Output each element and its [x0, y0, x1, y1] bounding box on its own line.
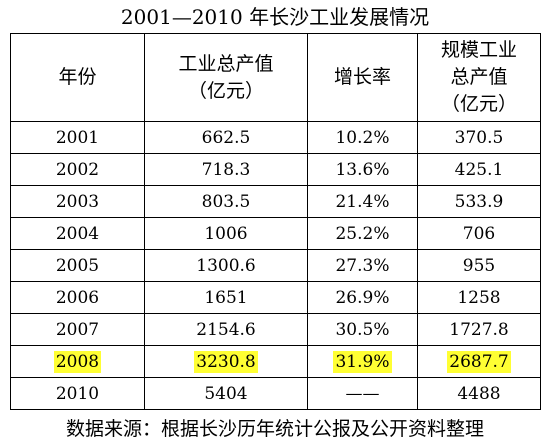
cell-scale-output: 1727.8 — [417, 313, 541, 346]
cell-output-text: 5404 — [204, 383, 248, 404]
cell-scale-output: 706 — [417, 217, 541, 250]
cell-growth: 13.6% — [307, 153, 418, 186]
cell-year-text: 2006 — [55, 287, 100, 308]
cell-output: 1300.6 — [144, 249, 308, 282]
cell-year: 2010 — [10, 377, 145, 410]
table-row: 2006 1651 26.9% 1258 — [10, 281, 541, 314]
cell-scale-output: 4488 — [417, 377, 541, 410]
cell-scale-output-text: 1258 — [457, 287, 501, 308]
header-year-line-1: 年份 — [58, 66, 97, 88]
cell-output-text: 3230.8 — [194, 350, 258, 373]
cell-growth-text: —— — [345, 383, 380, 404]
cell-output: 1006 — [144, 217, 308, 250]
cell-growth: 21.4% — [307, 185, 418, 218]
cell-output: 803.5 — [144, 185, 308, 218]
cell-growth-text: 30.5% — [335, 319, 390, 340]
cell-scale-output-text: 370.5 — [454, 127, 504, 148]
cell-output-text: 718.3 — [201, 159, 251, 180]
table-row: 2010 5404 —— 4488 — [10, 377, 541, 410]
header-growth-line-1: 增长率 — [333, 66, 391, 88]
cell-output: 718.3 — [144, 153, 308, 186]
cell-scale-output-text: 1727.8 — [449, 319, 509, 340]
cell-growth-text: 31.9% — [333, 350, 392, 373]
data-source-note: 数据来源：根据长沙历年统计公报及公开资料整理 — [65, 418, 484, 440]
cell-growth: 10.2% — [307, 121, 418, 154]
cell-year-text: 2005 — [55, 255, 100, 276]
cell-growth-text: 10.2% — [335, 127, 390, 148]
cell-scale-output: 2687.7 — [417, 345, 541, 378]
table-row: 2005 1300.6 27.3% 955 — [10, 249, 541, 282]
cell-year-text: 2003 — [55, 191, 100, 212]
cell-year: 2002 — [10, 153, 145, 186]
cell-year: 2003 — [10, 185, 145, 218]
header-scale-output-line-1: 规模工业 — [440, 39, 517, 61]
cell-scale-output: 1258 — [417, 281, 541, 314]
industry-stats-table: 年份 工业总产值 （亿元） 增长率 规模工业 总产值 （亿元） 2001 662… — [10, 33, 541, 410]
table-title: 2001—2010 年长沙工业发展情况 — [120, 5, 430, 29]
cell-growth-text: 25.2% — [335, 223, 390, 244]
table-row-highlighted: 2008 3230.8 31.9% 2687.7 — [10, 345, 541, 378]
cell-scale-output-text: 425.1 — [454, 159, 504, 180]
table-row: 2002 718.3 13.6% 425.1 — [10, 153, 541, 186]
cell-growth-text: 26.9% — [335, 287, 390, 308]
cell-year: 2004 — [10, 217, 145, 250]
cell-scale-output: 370.5 — [417, 121, 541, 154]
header-output: 工业总产值 （亿元） — [144, 33, 308, 122]
cell-output: 3230.8 — [144, 345, 308, 378]
cell-year-text: 2001 — [55, 127, 100, 148]
cell-scale-output-text: 4488 — [457, 383, 501, 404]
cell-year-text: 2008 — [53, 350, 102, 373]
cell-scale-output: 955 — [417, 249, 541, 282]
header-scale-output-line-2: 总产值 — [450, 66, 508, 88]
cell-scale-output-text: 2687.7 — [447, 350, 511, 373]
cell-growth: 25.2% — [307, 217, 418, 250]
cell-year: 2001 — [10, 121, 145, 154]
cell-growth: 27.3% — [307, 249, 418, 282]
table-row: 2001 662.5 10.2% 370.5 — [10, 121, 541, 154]
table-row: 2003 803.5 21.4% 533.9 — [10, 185, 541, 218]
cell-scale-output-text: 533.9 — [454, 191, 504, 212]
cell-growth: 31.9% — [307, 345, 418, 378]
cell-growth-text: 13.6% — [335, 159, 390, 180]
header-growth: 增长率 — [307, 33, 418, 122]
header-output-line-2: （亿元） — [187, 79, 264, 102]
table-row: 2007 2154.6 30.5% 1727.8 — [10, 313, 541, 346]
cell-year: 2006 — [10, 281, 145, 314]
cell-output-text: 662.5 — [201, 127, 251, 148]
cell-year: 2008 — [10, 345, 145, 378]
cell-output: 5404 — [144, 377, 308, 410]
cell-output-text: 2154.6 — [196, 319, 256, 340]
header-output-line-1: 工业总产值 — [178, 52, 274, 75]
cell-scale-output: 533.9 — [417, 185, 541, 218]
cell-growth: 30.5% — [307, 313, 418, 346]
cell-growth-text: 27.3% — [335, 255, 390, 276]
cell-growth: 26.9% — [307, 281, 418, 314]
header-scale-output: 规模工业 总产值 （亿元） — [417, 33, 541, 122]
header-row: 年份 工业总产值 （亿元） 增长率 规模工业 总产值 （亿元） — [10, 33, 541, 122]
cell-output-text: 803.5 — [201, 191, 251, 212]
cell-output-text: 1006 — [204, 223, 248, 244]
header-year: 年份 — [10, 33, 145, 122]
cell-year-text: 2010 — [55, 383, 100, 404]
cell-year-text: 2002 — [55, 159, 100, 180]
cell-year: 2005 — [10, 249, 145, 282]
cell-scale-output: 425.1 — [417, 153, 541, 186]
cell-growth: —— — [307, 377, 418, 410]
header-scale-output-line-3: （亿元） — [440, 93, 517, 115]
table-row: 2004 1006 25.2% 706 — [10, 217, 541, 250]
cell-growth-text: 21.4% — [335, 191, 390, 212]
cell-output-text: 1651 — [204, 287, 248, 308]
cell-scale-output-text: 706 — [462, 223, 496, 244]
cell-output: 1651 — [144, 281, 308, 314]
cell-scale-output-text: 955 — [462, 255, 496, 276]
cell-output-text: 1300.6 — [196, 255, 256, 276]
cell-output: 662.5 — [144, 121, 308, 154]
cell-year: 2007 — [10, 313, 145, 346]
cell-year-text: 2007 — [55, 319, 100, 340]
cell-year-text: 2004 — [55, 223, 100, 244]
cell-output: 2154.6 — [144, 313, 308, 346]
